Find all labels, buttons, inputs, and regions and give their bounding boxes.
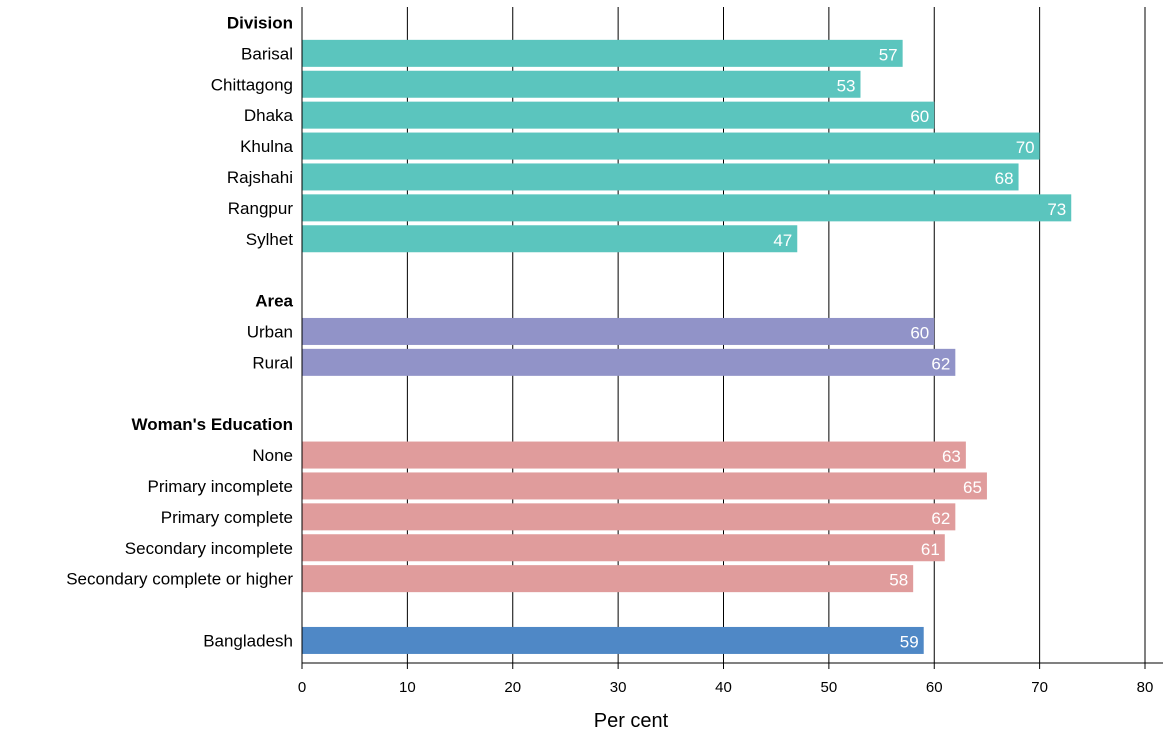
category-labels: Division Barisal Chittagong Dhaka Khulna Rajs… [66, 13, 293, 650]
bar-rajshahi [302, 163, 1019, 191]
category-label-chittagong: Chittagong [211, 75, 293, 94]
bar-sylhet [302, 225, 798, 253]
value-label-none: 63 [942, 447, 961, 466]
x-axis: 0 10 20 30 40 50 60 70 80 [298, 7, 1163, 696]
category-label-bangladesh: Bangladesh [203, 631, 293, 650]
category-label-rural: Rural [252, 353, 293, 372]
bar-bangladesh [302, 626, 924, 654]
x-axis-title: Per cent [594, 710, 669, 732]
value-label-secondary-complete-or-higher: 58 [889, 571, 908, 590]
tick-label-50: 50 [821, 679, 838, 696]
bar-none [302, 441, 966, 469]
value-label-primary-incomplete: 65 [963, 478, 982, 497]
category-label-barisal: Barisal [241, 44, 293, 63]
value-label-sylhet: 47 [773, 231, 792, 250]
value-label-secondary-incomplete: 61 [921, 540, 940, 559]
category-label-rajshahi: Rajshahi [227, 168, 293, 187]
value-label-dhaka: 60 [910, 107, 929, 126]
bar-dhaka [302, 101, 935, 129]
value-label-rural: 62 [931, 354, 950, 373]
bar-urban [302, 317, 935, 345]
value-label-chittagong: 53 [837, 76, 856, 95]
category-label-rangpur: Rangpur [228, 199, 294, 218]
category-label-primary-complete: Primary complete [161, 508, 293, 527]
value-label-barisal: 57 [879, 45, 898, 64]
value-label-rajshahi: 68 [995, 169, 1014, 188]
value-label-primary-complete: 62 [931, 509, 950, 528]
tick-label-40: 40 [715, 679, 732, 696]
category-label-dhaka: Dhaka [244, 106, 294, 125]
category-label-urban: Urban [247, 322, 293, 341]
category-label-secondary-complete-or-higher: Secondary complete or higher [66, 570, 293, 589]
tick-label-10: 10 [399, 679, 416, 696]
group-header-woman-s-education: Woman's Education [132, 415, 293, 434]
bar-rural [302, 348, 956, 376]
bar-barisal [302, 39, 903, 67]
bar-secondary-incomplete [302, 534, 945, 562]
value-label-bangladesh: 59 [900, 632, 919, 651]
category-label-none: None [252, 446, 293, 465]
category-label-khulna: Khulna [240, 137, 293, 156]
bar-rangpur [302, 194, 1072, 222]
bar-primary-incomplete [302, 472, 987, 500]
bar-chittagong [302, 70, 861, 98]
category-label-primary-incomplete: Primary incomplete [148, 477, 294, 496]
value-label-khulna: 70 [1016, 138, 1035, 157]
tick-label-0: 0 [298, 679, 306, 696]
tick-label-80: 80 [1137, 679, 1154, 696]
tick-label-70: 70 [1031, 679, 1048, 696]
tick-label-60: 60 [926, 679, 943, 696]
bar-khulna [302, 132, 1040, 160]
bar-primary-complete [302, 503, 956, 531]
category-label-secondary-incomplete: Secondary incomplete [125, 539, 293, 558]
category-label-sylhet: Sylhet [246, 230, 294, 249]
tick-label-30: 30 [610, 679, 627, 696]
bar-secondary-complete-or-higher [302, 565, 914, 593]
value-label-urban: 60 [910, 323, 929, 342]
group-header-area: Area [255, 292, 293, 311]
tick-label-20: 20 [504, 679, 521, 696]
value-label-rangpur: 73 [1047, 200, 1066, 219]
group-header-division: Division [227, 13, 293, 32]
